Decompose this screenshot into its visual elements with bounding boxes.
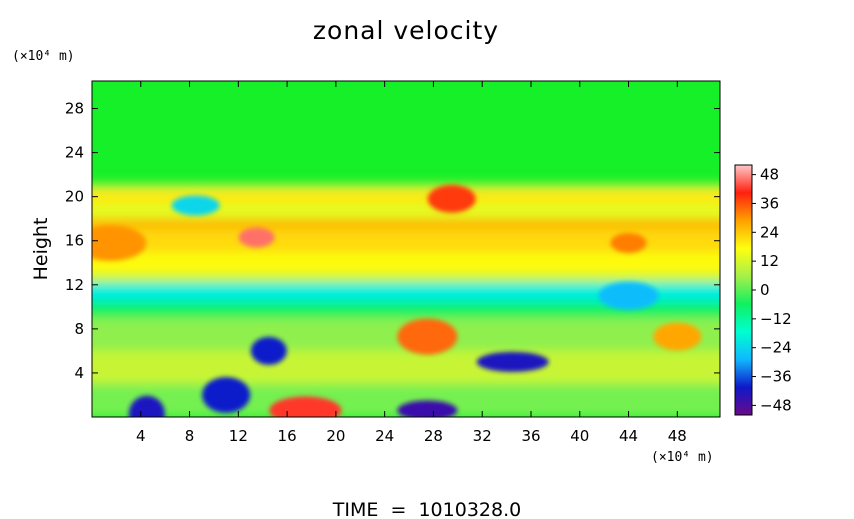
y-tick-label: 28	[65, 100, 84, 118]
colorbar-scale	[734, 164, 753, 416]
colorbar-tick-label: −12	[760, 310, 792, 328]
field-feature	[653, 322, 702, 351]
field-feature	[92, 224, 147, 261]
field-band	[92, 183, 720, 191]
plot-frame	[91, 80, 721, 418]
x-tick-label: 48	[668, 427, 687, 445]
colorbar-tick-label: 24	[760, 223, 779, 241]
field-feature	[238, 227, 275, 248]
field-band	[92, 302, 720, 318]
field-feature	[269, 396, 342, 417]
y-tick-label: 24	[65, 144, 84, 162]
field-band	[92, 218, 720, 230]
x-tick-label: 40	[570, 427, 589, 445]
field-feature	[598, 281, 659, 310]
field-band	[92, 190, 720, 204]
x-ticks: 4 8 12 16 20 24 28 32 36 40 44 48	[136, 81, 687, 445]
colorbar-tick-label: 0	[760, 281, 770, 299]
field-feature	[128, 395, 165, 417]
field-feature	[610, 232, 647, 253]
x-unit-label: (×10⁴ m)	[651, 450, 714, 465]
chart-title: zonal velocity	[313, 16, 499, 45]
colorbar-tick-label: −48	[760, 396, 792, 414]
field-band	[92, 251, 720, 274]
x-tick-label: 12	[229, 427, 248, 445]
field-band	[92, 282, 720, 303]
colorbar-tick-label: 12	[760, 252, 779, 270]
x-tick-label: 36	[521, 427, 540, 445]
field-band	[92, 203, 720, 219]
x-tick-label: 16	[278, 427, 297, 445]
colorbar: 48 36 24 12 0 −12 −24 −36 −48	[734, 164, 792, 416]
field-feature	[250, 336, 287, 365]
plot-area	[92, 81, 720, 417]
x-tick-label: 8	[185, 427, 195, 445]
y-tick-label: 8	[74, 320, 84, 338]
field-band	[92, 273, 720, 283]
colorbar-tick-label: −24	[760, 339, 792, 357]
field-band	[92, 350, 720, 384]
field-feature	[427, 184, 476, 213]
x-tick-label: 28	[424, 427, 443, 445]
y-tick-label: 20	[65, 188, 84, 206]
y-unit-label: (×10⁴ m)	[12, 49, 75, 64]
colorbar-tick-label: 48	[760, 166, 779, 184]
colorbar-ticks: 48 36 24 12 0 −12 −24 −36 −48	[752, 166, 792, 414]
y-axis-label: Height	[30, 218, 52, 281]
time-label: TIME = 1010328.0	[332, 499, 521, 519]
field-feature	[397, 400, 458, 417]
x-tick-label: 24	[375, 427, 394, 445]
x-tick-label: 20	[326, 427, 345, 445]
colorbar-tick-label: 36	[760, 194, 779, 212]
field-feature	[476, 351, 549, 372]
x-tick-label: 32	[473, 427, 492, 445]
x-tick-label: 4	[136, 427, 146, 445]
field-feature	[171, 195, 220, 216]
y-tick-label: 4	[74, 364, 84, 382]
y-tick-label: 12	[65, 276, 84, 294]
y-ticks: 4 8 12 16 20 24 28	[65, 100, 720, 382]
field-feature	[202, 376, 251, 413]
y-tick-label: 16	[65, 232, 84, 250]
colorbar-tick-label: −36	[760, 368, 792, 386]
field-feature	[397, 318, 458, 355]
x-tick-label: 44	[619, 427, 638, 445]
